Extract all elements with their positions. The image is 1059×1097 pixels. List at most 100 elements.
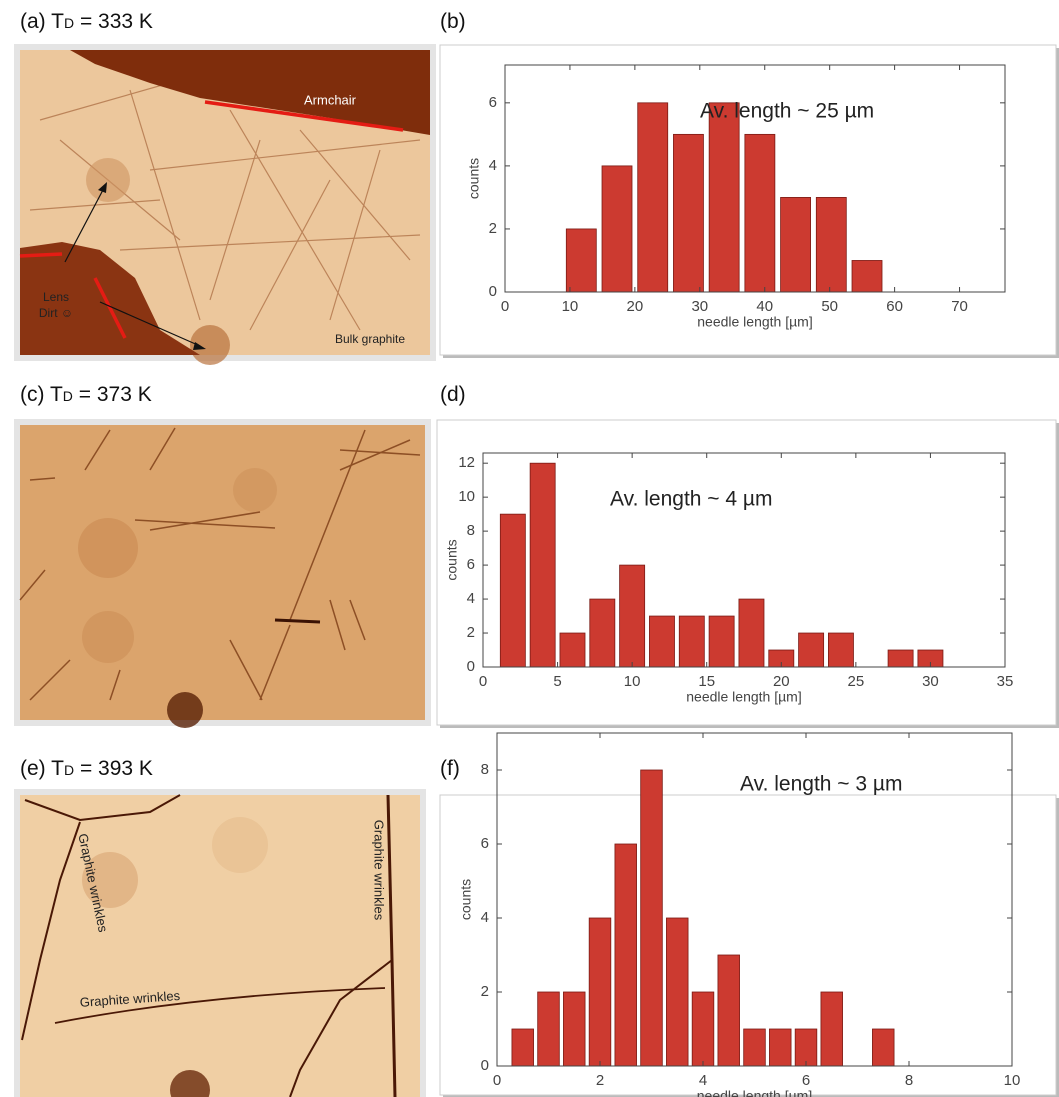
x-tick-label: 25 bbox=[848, 673, 865, 690]
y-axis-label: counts bbox=[458, 879, 474, 920]
symbol: T bbox=[51, 10, 64, 33]
y-tick-label: 6 bbox=[481, 835, 489, 852]
bar bbox=[745, 134, 775, 292]
annotation: Lens bbox=[43, 290, 69, 304]
bar bbox=[769, 1029, 791, 1066]
bar bbox=[799, 633, 824, 667]
panel-value: = 393 K bbox=[80, 757, 153, 780]
bar bbox=[795, 1029, 817, 1066]
figure: (a) TD = 333 K (b) (c) TD = 373 K (d) (e… bbox=[0, 0, 1059, 1097]
x-tick-label: 60 bbox=[886, 298, 903, 315]
x-tick-label: 8 bbox=[905, 1072, 913, 1089]
y-tick-label: 0 bbox=[467, 658, 475, 675]
y-tick-label: 0 bbox=[489, 283, 497, 300]
micrograph-e: Graphite wrinkles Graphite wrinkles Grap… bbox=[14, 789, 426, 1097]
x-tick-label: 20 bbox=[773, 673, 790, 690]
subscript: D bbox=[63, 388, 73, 404]
y-tick-label: 12 bbox=[458, 454, 475, 471]
panel-label: (c) TD = 373 K bbox=[20, 383, 152, 406]
x-tick-label: 5 bbox=[553, 673, 561, 690]
annotation: Bulk graphite bbox=[335, 332, 405, 346]
x-tick-label: 10 bbox=[562, 298, 579, 315]
annotation: Av. length ~ 25 µm bbox=[700, 100, 874, 123]
subscript: D bbox=[64, 15, 74, 31]
panel-label: (f) bbox=[440, 757, 460, 780]
y-axis-label: counts bbox=[444, 539, 460, 580]
x-tick-label: 0 bbox=[479, 673, 487, 690]
panel-value: = 373 K bbox=[79, 383, 152, 406]
symbol: T bbox=[51, 757, 64, 780]
bar bbox=[679, 616, 704, 667]
bar bbox=[828, 633, 853, 667]
bar bbox=[500, 514, 525, 667]
x-tick-label: 30 bbox=[691, 298, 708, 315]
y-tick-label: 8 bbox=[481, 761, 489, 778]
panel-label: (a) TD = 333 K bbox=[20, 10, 153, 33]
bar bbox=[638, 103, 668, 292]
y-tick-label: 4 bbox=[481, 909, 489, 926]
panel-label: (b) bbox=[440, 10, 466, 33]
bar bbox=[512, 1029, 534, 1066]
y-tick-label: 10 bbox=[458, 488, 475, 505]
subscript: D bbox=[64, 762, 74, 778]
panel-letter: (a) bbox=[20, 10, 46, 33]
bar bbox=[563, 992, 585, 1066]
annotation: Dirt ☺ bbox=[39, 306, 73, 320]
y-tick-label: 2 bbox=[467, 624, 475, 641]
bar bbox=[589, 918, 611, 1066]
y-tick-label: 0 bbox=[481, 1057, 489, 1074]
bar bbox=[821, 992, 843, 1066]
bar bbox=[852, 260, 882, 292]
x-tick-label: 15 bbox=[698, 673, 715, 690]
symbol: T bbox=[50, 383, 63, 406]
x-tick-label: 40 bbox=[756, 298, 773, 315]
panel-label: (e) TD = 393 K bbox=[20, 757, 153, 780]
x-tick-label: 4 bbox=[699, 1072, 707, 1089]
bar bbox=[744, 1029, 766, 1066]
bar bbox=[739, 599, 764, 667]
x-tick-label: 70 bbox=[951, 298, 968, 315]
bar bbox=[692, 992, 714, 1066]
bar bbox=[666, 918, 688, 1066]
bar bbox=[673, 134, 703, 292]
x-tick-label: 2 bbox=[596, 1072, 604, 1089]
bar bbox=[590, 599, 615, 667]
bar bbox=[641, 770, 663, 1066]
bar bbox=[530, 463, 555, 667]
micrograph-a: Armchair Lens Dirt ☺ Bulk graphite bbox=[14, 44, 436, 365]
annotation: Graphite wrinkles bbox=[372, 820, 387, 921]
bar bbox=[781, 197, 811, 292]
x-tick-label: 6 bbox=[802, 1072, 810, 1089]
x-axis-label: needle length [µm] bbox=[697, 314, 812, 330]
y-axis-label: counts bbox=[466, 158, 482, 199]
y-tick-label: 4 bbox=[467, 590, 475, 607]
x-tick-label: 30 bbox=[922, 673, 939, 690]
bar bbox=[718, 955, 740, 1066]
panel-letter: (e) bbox=[20, 757, 46, 780]
x-tick-label: 0 bbox=[493, 1072, 501, 1089]
y-tick-label: 6 bbox=[467, 556, 475, 573]
x-tick-label: 50 bbox=[821, 298, 838, 315]
x-tick-label: 0 bbox=[501, 298, 509, 315]
annotation: Av. length ~ 4 µm bbox=[610, 488, 773, 511]
y-tick-label: 8 bbox=[467, 522, 475, 539]
annotation: Armchair bbox=[304, 92, 357, 107]
y-tick-label: 4 bbox=[489, 157, 497, 174]
x-tick-label: 10 bbox=[624, 673, 641, 690]
bar bbox=[709, 616, 734, 667]
panel-letter: (c) bbox=[20, 383, 45, 406]
bar bbox=[615, 844, 637, 1066]
bar bbox=[602, 166, 632, 292]
x-tick-label: 20 bbox=[627, 298, 644, 315]
bar bbox=[709, 103, 739, 292]
y-tick-label: 2 bbox=[489, 220, 497, 237]
panel-label: (d) bbox=[440, 383, 466, 406]
bar bbox=[888, 650, 913, 667]
bar bbox=[566, 229, 596, 292]
x-axis-label: needle length [µm] bbox=[686, 689, 801, 705]
annotation: Av. length ~ 3 µm bbox=[740, 773, 903, 796]
bar bbox=[538, 992, 560, 1066]
